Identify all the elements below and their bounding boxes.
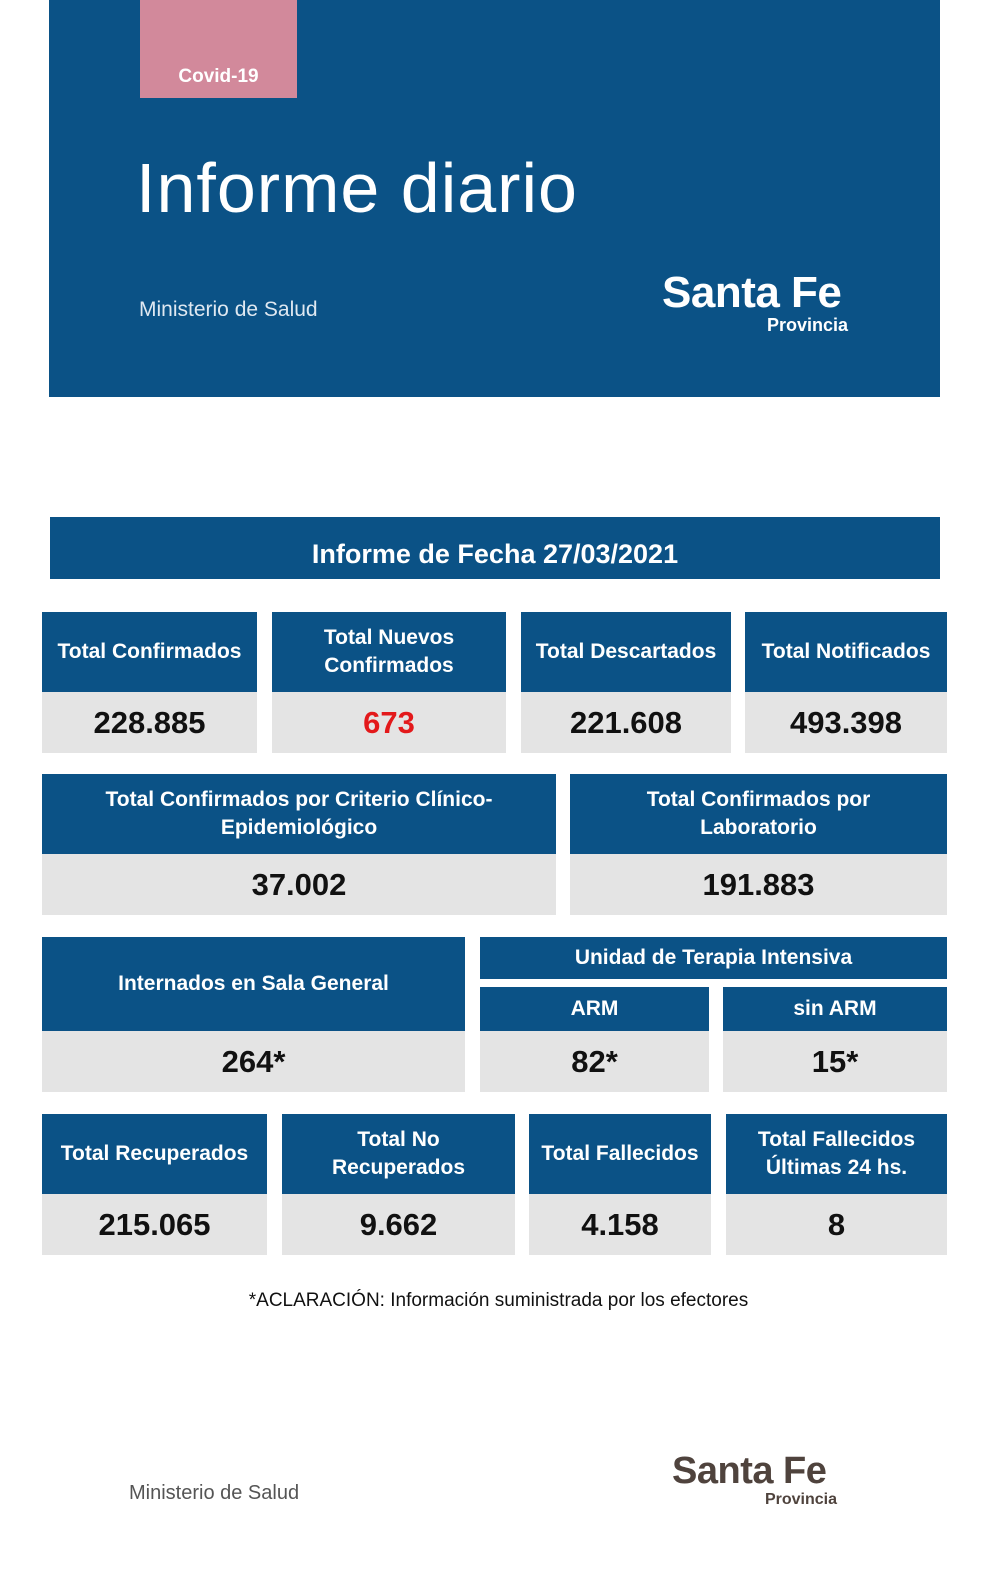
total-no-recuperados-label: Total No Recuperados	[282, 1114, 515, 1194]
total-descartados-value: 221.608	[521, 692, 731, 753]
ministry-label: Ministerio de Salud	[139, 298, 318, 321]
logo-main-text: Santa Fe	[662, 268, 842, 317]
total-nuevos-confirmados-value: 673	[272, 692, 506, 753]
confirmados-clinico-label: Total Confirmados por Criterio Clínico-E…	[42, 774, 556, 854]
total-recuperados-value: 215.065	[42, 1194, 267, 1255]
confirmados-laboratorio-value: 191.883	[570, 854, 947, 915]
total-descartados-label: Total Descartados	[521, 612, 731, 692]
report-date-banner: Informe de Fecha 27/03/2021	[50, 517, 940, 579]
total-no-recuperados-value: 9.662	[282, 1194, 515, 1255]
footer-logo-sub-text: Provincia	[764, 1491, 837, 1508]
confirmados-clinico-value: 37.002	[42, 854, 556, 915]
uti-sin-arm-label: sin ARM	[723, 987, 947, 1031]
internados-sala-general-value: 264*	[42, 1031, 465, 1092]
internados-sala-general-label: Internados en Sala General	[42, 937, 465, 1031]
logo-sub-text: Provincia	[766, 315, 848, 335]
page-title: Informe diario	[136, 149, 578, 227]
total-confirmados-label: Total Confirmados	[42, 612, 257, 692]
uti-arm-label: ARM	[480, 987, 709, 1031]
footer-ministry-label: Ministerio de Salud	[129, 1482, 300, 1504]
total-fallecidos-label: Total Fallecidos	[529, 1114, 711, 1194]
confirmados-laboratorio-label: Total Confirmados por Laboratorio	[570, 774, 947, 854]
footer-logo-main-text: Santa Fe	[672, 1450, 827, 1492]
fallecidos-24hs-value: 8	[726, 1194, 947, 1255]
santa-fe-logo: Santa Fe Provincia	[662, 268, 848, 335]
uti-sin-arm-value: 15*	[723, 1031, 947, 1092]
total-fallecidos-value: 4.158	[529, 1194, 711, 1255]
total-confirmados-value: 228.885	[42, 692, 257, 753]
total-recuperados-label: Total Recuperados	[42, 1114, 267, 1194]
fallecidos-24hs-label: Total Fallecidos Últimas 24 hs.	[726, 1114, 947, 1194]
aclaracion-note: *ACLARACIÓN: Información suministrada po…	[248, 1290, 749, 1311]
total-nuevos-confirmados-label: Total Nuevos Confirmados	[272, 612, 506, 692]
uti-title: Unidad de Terapia Intensiva	[480, 937, 947, 979]
footer-santa-fe-logo: Santa Fe Provincia	[672, 1450, 837, 1508]
total-notificados-value: 493.398	[745, 692, 947, 753]
covid-tag: Covid-19	[140, 0, 297, 98]
total-notificados-label: Total Notificados	[745, 612, 947, 692]
uti-arm-value: 82*	[480, 1031, 709, 1092]
